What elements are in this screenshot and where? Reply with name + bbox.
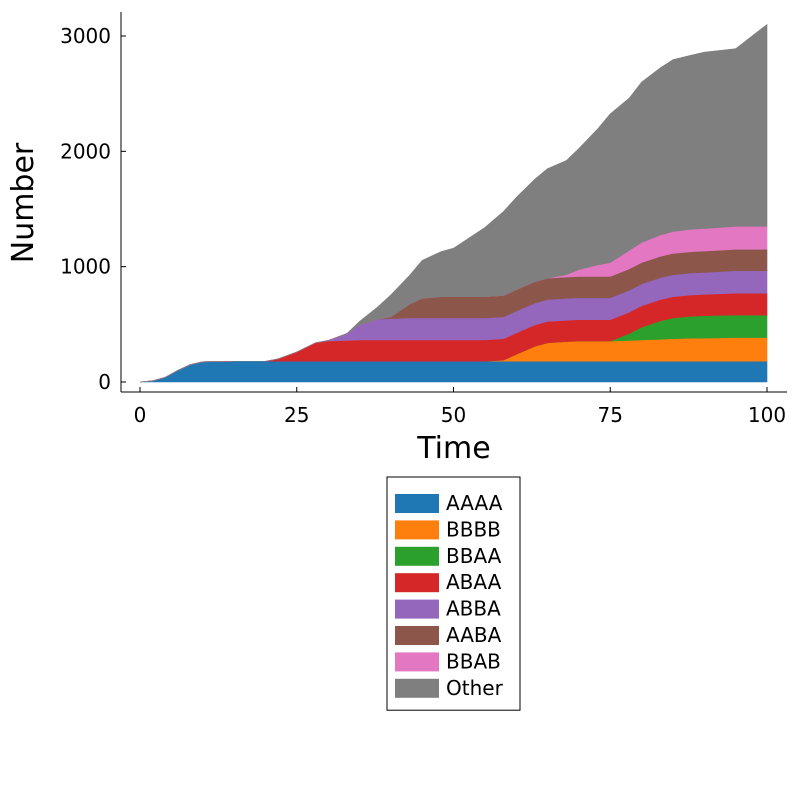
y-tick-label: 3000: [60, 24, 111, 48]
legend-label-aaba: AABA: [446, 623, 502, 647]
legend-label-bbbb: BBBB: [446, 517, 501, 541]
legend-label-aaaa: AAAA: [446, 491, 503, 515]
y-tick-label: 1000: [60, 255, 111, 279]
legend-label-bbab: BBAB: [446, 649, 501, 673]
area-series-other: [139, 23, 768, 383]
legend-label-other: Other: [446, 676, 504, 700]
legend-swatch-aaaa: [395, 494, 439, 513]
x-tick-label: 100: [748, 403, 786, 427]
legend-swatch-abba: [395, 599, 439, 619]
y-tick-label: 0: [98, 370, 111, 394]
y-tick-label: 2000: [60, 139, 111, 163]
legend-label-bbaa: BBAA: [446, 544, 502, 568]
legend-swatch-aaba: [395, 626, 439, 645]
plot-area: [139, 23, 768, 383]
x-tick-label: 25: [284, 403, 309, 427]
legend-label-abaa: ABAA: [446, 570, 502, 594]
legend-swatch-bbbb: [395, 520, 439, 540]
legend-swatch-bbaa: [395, 546, 439, 566]
legend-swatch-other: [395, 678, 439, 698]
x-tick-label: 75: [598, 403, 623, 427]
y-axis-title: Number: [6, 142, 41, 263]
legend-swatch-bbab: [395, 652, 439, 672]
x-tick-label: 0: [134, 403, 147, 427]
area-series-aaaa: [139, 360, 768, 383]
legend-label-abba: ABBA: [446, 597, 501, 621]
legend-swatch-abaa: [395, 573, 439, 593]
x-axis-title: Time: [416, 431, 490, 466]
x-tick-label: 50: [441, 403, 466, 427]
